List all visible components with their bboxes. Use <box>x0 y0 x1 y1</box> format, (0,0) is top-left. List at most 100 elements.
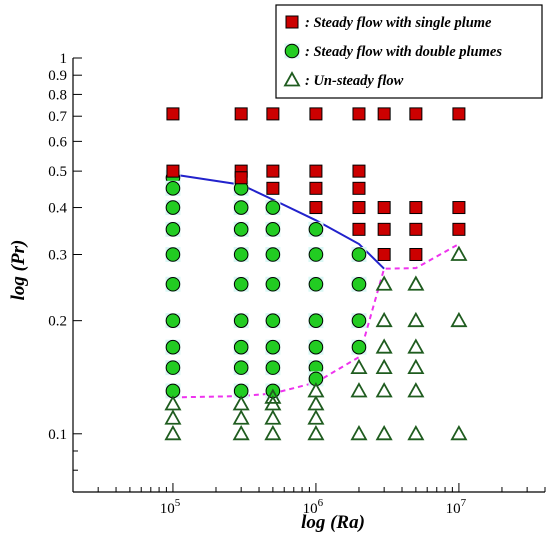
unsteady-point <box>164 395 182 411</box>
double-plume-point <box>233 276 249 292</box>
unsteady-point <box>307 395 325 411</box>
single-plume-point <box>309 201 323 215</box>
single-plume-point <box>452 222 466 236</box>
unsteady-point <box>307 424 325 441</box>
double-plume-point <box>165 276 181 292</box>
unsteady-point <box>375 275 393 291</box>
single-plume-point <box>377 201 391 215</box>
single-plume-point <box>166 164 180 178</box>
double-plume-point <box>265 360 281 375</box>
single-plume-point <box>409 107 423 121</box>
y-tick-label: 0.6 <box>48 134 67 150</box>
single-plume-point <box>266 107 280 121</box>
y-tick-label: 0.8 <box>48 87 67 103</box>
legend-marker-triangle <box>283 71 301 87</box>
y-tick-label: 0.9 <box>48 68 67 84</box>
single-plume-point <box>377 222 391 236</box>
unsteady-point <box>232 409 250 425</box>
single-plume-point <box>352 222 366 236</box>
axes <box>72 57 546 493</box>
unsteady-point <box>407 275 425 291</box>
y-tick-label: 0.5 <box>48 164 67 180</box>
unsteady-point <box>407 424 425 441</box>
double-plume-point <box>165 222 181 237</box>
double-plume-point <box>165 247 181 262</box>
double-plume-point <box>351 247 367 262</box>
data-points <box>164 107 468 441</box>
single-plume-point <box>309 164 323 178</box>
unsteady-point <box>375 338 393 354</box>
double-plume-point <box>308 247 324 262</box>
single-plume-point <box>166 107 180 121</box>
y-axis-title: log (Pr) <box>8 240 29 301</box>
single-plume-point <box>309 107 323 121</box>
double-plume-point <box>265 276 281 292</box>
unsteady-point <box>264 409 282 425</box>
single-plume-point <box>409 201 423 215</box>
single-plume-point <box>452 107 466 121</box>
double-plume-point <box>308 276 324 292</box>
double-plume-point <box>265 200 281 215</box>
double-plume-point <box>233 222 249 237</box>
unsteady-point <box>375 358 393 375</box>
single-plume-point <box>266 164 280 178</box>
single-plume-point <box>234 107 248 121</box>
unsteady-point <box>350 382 368 398</box>
unsteady-point <box>450 424 468 441</box>
double-plume-point <box>165 313 181 328</box>
double-plume-point <box>265 313 281 328</box>
unsteady-point <box>407 382 425 398</box>
y-tick-label: 0.3 <box>48 247 67 263</box>
single-plume-point <box>452 201 466 215</box>
y-tick-label: 1 <box>60 51 68 67</box>
double-plume-point <box>308 222 324 237</box>
legend-label: : Steady flow with single plume <box>305 15 492 31</box>
single-plume-point <box>266 181 280 195</box>
double-plume-point <box>233 339 249 355</box>
double-plume-point <box>265 339 281 355</box>
double-plume-point <box>233 313 249 328</box>
unsteady-point <box>407 311 425 328</box>
y-tick-label: 0.1 <box>48 427 67 443</box>
single-plume-point <box>352 164 366 178</box>
unsteady-point <box>232 395 250 411</box>
unsteady-point <box>375 382 393 398</box>
double-plume-point <box>308 339 324 355</box>
double-plume-point <box>233 247 249 262</box>
single-plume-point <box>377 247 391 261</box>
x-tick-label: 107 <box>446 497 467 517</box>
double-plume-point <box>233 200 249 215</box>
double-plume-point <box>165 200 181 215</box>
unsteady-point <box>375 424 393 441</box>
y-tick-label: 0.4 <box>48 201 67 217</box>
single-plume-point <box>377 107 391 121</box>
unsteady-point <box>164 424 182 441</box>
tick-labels: 0.1 0.2 0.3 0.4 0.5 0.6 0.7 0.8 0.91 105 106 107 <box>48 51 466 517</box>
x-axis-title: log (Ra) <box>301 512 365 533</box>
double-plume-point <box>308 313 324 328</box>
legend: : Steady flow with single plume : Steady … <box>275 4 543 99</box>
double-plume-point <box>165 181 181 196</box>
legend-box <box>275 4 543 99</box>
single-plume-point <box>234 171 248 185</box>
unsteady-point <box>407 338 425 354</box>
unsteady-point <box>232 424 250 441</box>
unsteady-point <box>407 358 425 375</box>
single-plume-point <box>409 247 423 261</box>
double-plume-point <box>351 339 367 355</box>
legend-label: : Steady flow with double plumes <box>305 44 502 60</box>
unsteady-point <box>450 311 468 328</box>
legend-marker-circle <box>284 43 300 59</box>
double-plume-point <box>351 313 367 328</box>
legend-marker-square <box>285 15 299 29</box>
single-plume-point <box>309 181 323 195</box>
x-tick-label: 105 <box>160 497 181 517</box>
double-plume-point <box>265 247 281 262</box>
unsteady-point <box>264 388 282 404</box>
y-tick-label: 0.2 <box>48 314 67 330</box>
double-plume-point <box>351 276 367 292</box>
unsteady-point <box>264 424 282 441</box>
single-plume-point <box>352 107 366 121</box>
double-plume-point <box>265 222 281 237</box>
double-plume-point <box>233 360 249 375</box>
